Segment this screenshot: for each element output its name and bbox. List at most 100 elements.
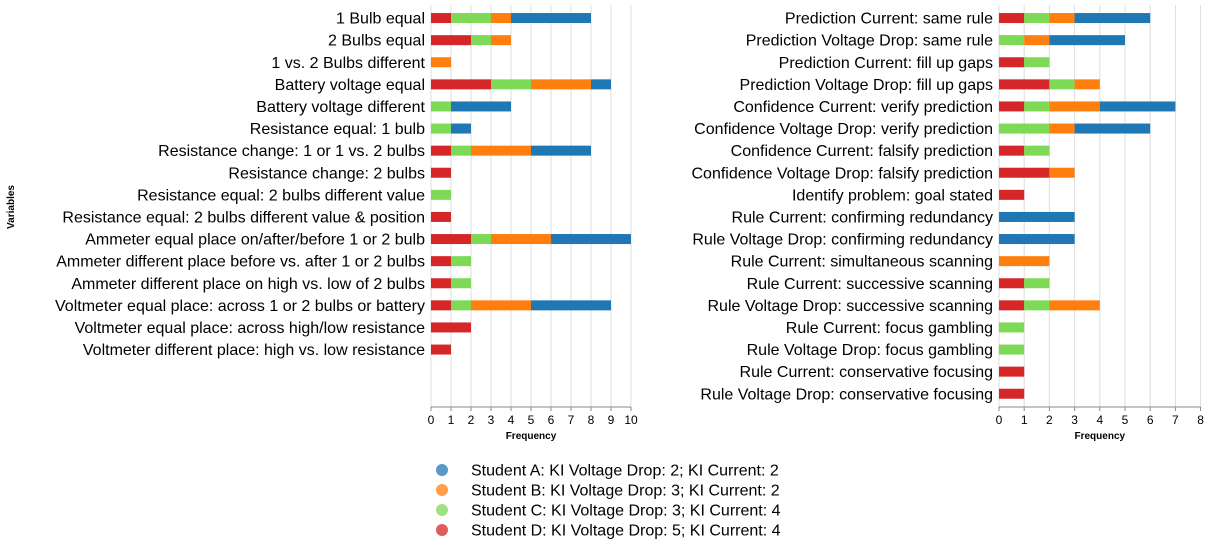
bar-segment: [431, 322, 471, 333]
bar-segment: [1024, 35, 1050, 46]
bar-segment: [1074, 123, 1151, 134]
bar-segment: [1024, 57, 1050, 68]
x-axis-title: Frequency: [506, 431, 557, 442]
bar-segment: [431, 300, 451, 311]
category-label: Rule Voltage Drop: confirming redundancy: [692, 232, 993, 249]
category-label: Confidence Voltage Drop: verify predicti…: [694, 121, 993, 138]
bar-segment: [1074, 13, 1151, 24]
x-tick-label: 3: [1071, 413, 1078, 427]
x-tick-label: 2: [1046, 413, 1053, 427]
bar-segment: [999, 234, 1075, 245]
bar-segment: [431, 79, 491, 90]
bar-segment: [471, 300, 531, 311]
x-tick-label: 7: [1172, 413, 1179, 427]
bar-segment: [451, 13, 491, 24]
bar-segment: [999, 79, 1050, 90]
category-label: 2 Bulbs equal: [328, 33, 425, 50]
bar-segment: [431, 13, 451, 24]
legend-label: Student C: KI Voltage Drop: 3; KI Curren…: [471, 503, 781, 520]
legend-swatch: [436, 504, 448, 516]
legend-label: Student A: KI Voltage Drop: 2; KI Curren…: [471, 463, 779, 480]
bar-segment: [431, 211, 451, 222]
x-tick-label: 1: [448, 413, 455, 427]
bar-segment: [1024, 300, 1050, 311]
category-label: Prediction Current: fill up gaps: [779, 55, 993, 72]
x-axis-title: Frequency: [1075, 431, 1126, 442]
legend-swatch: [436, 464, 448, 476]
bar-segment: [491, 234, 551, 245]
category-label: Battery voltage different: [256, 99, 425, 116]
category-label: Voltmeter equal place: across 1 or 2 bul…: [55, 298, 425, 315]
category-label: 1 Bulb equal: [336, 11, 425, 28]
bar-segment: [551, 234, 631, 245]
category-label: Rule Current: confirming redundancy: [732, 209, 993, 226]
x-tick-label: 6: [548, 413, 555, 427]
bar-segment: [431, 344, 451, 355]
bar-segment: [431, 234, 471, 245]
x-tick-label: 5: [528, 413, 535, 427]
legend-swatch: [436, 524, 448, 536]
bar-segment: [451, 300, 471, 311]
bar-segment: [1049, 300, 1100, 311]
category-label: Resistance equal: 2 bulbs different valu…: [62, 209, 425, 226]
bar-segment: [1049, 13, 1075, 24]
category-label: Rule Current: conservative focusing: [740, 364, 993, 381]
x-tick-label: 8: [1197, 413, 1204, 427]
bar-segment: [431, 35, 471, 46]
category-label: Confidence Current: verify prediction: [733, 99, 993, 116]
bar-segment: [451, 145, 471, 156]
category-label: Rule Voltage Drop: successive scanning: [708, 298, 994, 315]
category-label: Voltmeter different place: high vs. low …: [83, 342, 425, 359]
bar-segment: [999, 300, 1025, 311]
category-label: Voltmeter equal place: across high/low r…: [75, 320, 426, 337]
bar-segment: [999, 35, 1025, 46]
x-tick-label: 7: [568, 413, 575, 427]
bar-segment: [999, 278, 1025, 289]
bar-segment: [1049, 123, 1075, 134]
x-tick-label: 0: [996, 413, 1003, 427]
bar-segment: [431, 57, 451, 68]
legend-swatch: [436, 484, 448, 496]
category-label: Rule Current: successive scanning: [747, 276, 993, 293]
category-label: Prediction Voltage Drop: fill up gaps: [740, 77, 993, 94]
bar-segment: [451, 278, 471, 289]
category-label: 1 vs. 2 Bulbs different: [271, 55, 425, 72]
category-label: Ammeter equal place on/after/before 1 or…: [85, 232, 425, 249]
bar-segment: [999, 189, 1025, 200]
category-label: Ammeter different place on high vs. low …: [71, 276, 425, 293]
bar-segment: [1049, 167, 1075, 178]
bar-segment: [531, 145, 591, 156]
bar-segment: [531, 79, 591, 90]
x-tick-label: 4: [508, 413, 515, 427]
bar-segment: [999, 167, 1050, 178]
bar-segment: [531, 300, 611, 311]
bar-segment: [1074, 79, 1100, 90]
bar-segment: [511, 13, 591, 24]
bar-segment: [431, 101, 451, 112]
bar-segment: [1049, 79, 1075, 90]
bar-segment: [999, 388, 1025, 399]
bar-segment: [431, 145, 451, 156]
bar-segment: [451, 123, 471, 134]
bar-segment: [999, 145, 1025, 156]
bar-segment: [471, 145, 531, 156]
bar-segment: [1049, 35, 1125, 46]
x-tick-label: 1: [1021, 413, 1028, 427]
category-label: Ammeter different place before vs. after…: [56, 254, 425, 271]
bar-segment: [1049, 101, 1100, 112]
x-tick-label: 0: [428, 413, 435, 427]
bar-segment: [431, 123, 451, 134]
category-label: Resistance change: 2 bulbs: [228, 165, 425, 182]
x-tick-label: 2: [468, 413, 475, 427]
category-label: Rule Current: simultaneous scanning: [731, 254, 993, 271]
category-label: Prediction Current: same rule: [785, 11, 993, 28]
bar-segment: [1024, 145, 1050, 156]
bar-segment: [591, 79, 611, 90]
category-label: Identify problem: goal stated: [792, 187, 993, 204]
category-label: Confidence Voltage Drop: falsify predict…: [691, 165, 993, 182]
bar-segment: [1024, 13, 1050, 24]
bar-segment: [431, 256, 451, 267]
bar-segment: [1099, 101, 1176, 112]
bar-segment: [431, 278, 451, 289]
